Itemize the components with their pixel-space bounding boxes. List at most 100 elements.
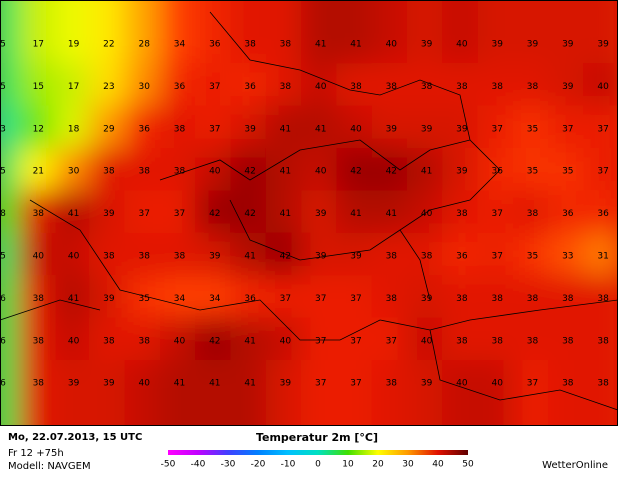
temperature-cell <box>159 232 200 280</box>
temperature-cell <box>53 105 94 152</box>
temperature-label: 38 <box>280 40 292 50</box>
temperature-label: 38 <box>386 294 398 304</box>
temperature-cell <box>406 63 447 110</box>
model-label: Modell: NAVGEM <box>8 461 91 472</box>
temperature-label: 38 <box>33 379 45 389</box>
temperature-cell <box>159 1 200 68</box>
temperature-cell <box>265 148 306 195</box>
temperature-label: 40 <box>386 40 398 50</box>
temperature-cell <box>406 148 447 195</box>
temperature-label: 41 <box>350 40 361 50</box>
temperature-cell <box>301 360 341 425</box>
temperature-label: 38 <box>491 336 503 346</box>
temperature-label: 37 <box>315 336 326 346</box>
temperature-label: 40 <box>280 336 292 346</box>
temperature-cell <box>442 360 482 425</box>
temperature-cell <box>371 1 411 68</box>
temperature-cell <box>583 190 617 237</box>
temperature-label: 39 <box>103 379 115 389</box>
temperature-cell <box>477 105 517 152</box>
temperature-cell <box>512 360 553 425</box>
temperature-cell <box>301 63 341 110</box>
temperature-cell <box>583 63 617 110</box>
temperature-cell <box>124 105 164 152</box>
temperature-label: 37 <box>491 124 502 134</box>
temperature-label: 40 <box>456 379 468 389</box>
temperature-label: 40 <box>350 124 362 134</box>
temperature-label: 36 <box>562 209 574 219</box>
temperature-label: 34 <box>209 294 221 304</box>
temperature-label: 39 <box>597 40 609 50</box>
temperature-label: 41 <box>315 124 326 134</box>
temperature-cell <box>406 275 447 322</box>
temperature-label: 38 <box>456 294 468 304</box>
temperature-label: 42 <box>386 167 397 177</box>
temperature-label: 38 <box>562 336 574 346</box>
temperature-cell <box>53 275 94 322</box>
temperature-label: 5 <box>0 167 6 177</box>
temperature-cell <box>18 148 58 195</box>
legend-title: Temperatur 2m [°C] <box>256 431 378 444</box>
temperature-cell <box>230 317 270 364</box>
temperature-label: 38 <box>244 40 256 50</box>
temperature-label: 5 <box>0 82 6 92</box>
temperature-label: 29 <box>103 124 115 134</box>
temperature-cell <box>548 275 588 322</box>
temperature-cell <box>512 232 553 280</box>
temperature-cell <box>336 63 376 110</box>
temperature-label: 33 <box>562 252 573 262</box>
temperature-cell <box>406 317 447 364</box>
temperature-label: 41 <box>280 209 291 219</box>
temperature-label: 38 <box>562 379 574 389</box>
temperature-cell <box>159 275 200 322</box>
temperature-cell <box>548 317 588 364</box>
temperature-cell <box>195 105 235 152</box>
temperature-cell <box>477 1 517 68</box>
temperature-cell <box>583 105 617 152</box>
temperature-cell <box>336 105 376 152</box>
temperature-label: 41 <box>174 379 185 389</box>
temperature-label: 41 <box>209 379 220 389</box>
temperature-label: 37 <box>597 167 608 177</box>
temperature-label: 41 <box>386 209 397 219</box>
temperature-cell <box>1 360 23 425</box>
color-bar-tick: -50 <box>161 460 176 470</box>
temperature-cell <box>89 232 129 280</box>
temperature-cell <box>1 190 23 237</box>
temperature-cell <box>406 1 447 68</box>
temperature-cell <box>406 232 447 280</box>
temperature-cell <box>336 190 376 237</box>
temperature-label: 40 <box>456 40 468 50</box>
temperature-cell <box>477 148 517 195</box>
temperature-label: 36 <box>209 40 221 50</box>
temperature-cell <box>301 190 341 237</box>
temperature-label: 37 <box>562 124 573 134</box>
temperature-label: 42 <box>244 167 255 177</box>
temperature-label: 38 <box>386 379 398 389</box>
temperature-cell <box>195 360 235 425</box>
temperature-label: 37 <box>280 294 291 304</box>
temperature-cell <box>265 275 306 322</box>
temperature-label: 39 <box>103 209 115 219</box>
temperature-label: 40 <box>315 167 327 177</box>
temperature-cell <box>195 63 235 110</box>
temperature-label: 39 <box>421 379 433 389</box>
temperature-cell <box>336 275 376 322</box>
temperature-label: 41 <box>68 294 79 304</box>
temperature-label: 39 <box>421 40 433 50</box>
temperature-label: 38 <box>103 252 115 262</box>
temperature-cell <box>1 63 23 110</box>
temperature-cell <box>442 1 482 68</box>
temperature-label: 6 <box>0 336 6 346</box>
temperature-cell <box>195 232 235 280</box>
temperature-label: 35 <box>562 167 573 177</box>
color-bar-tick: 40 <box>432 460 444 470</box>
temperature-label: 19 <box>68 40 80 50</box>
temperature-label: 41 <box>280 124 291 134</box>
temperature-label: 41 <box>350 209 361 219</box>
color-bar-tick: 20 <box>372 460 384 470</box>
temperature-cell <box>124 1 164 68</box>
temperature-label: 40 <box>421 209 433 219</box>
temperature-cell <box>89 190 129 237</box>
temperature-label: 38 <box>597 336 609 346</box>
